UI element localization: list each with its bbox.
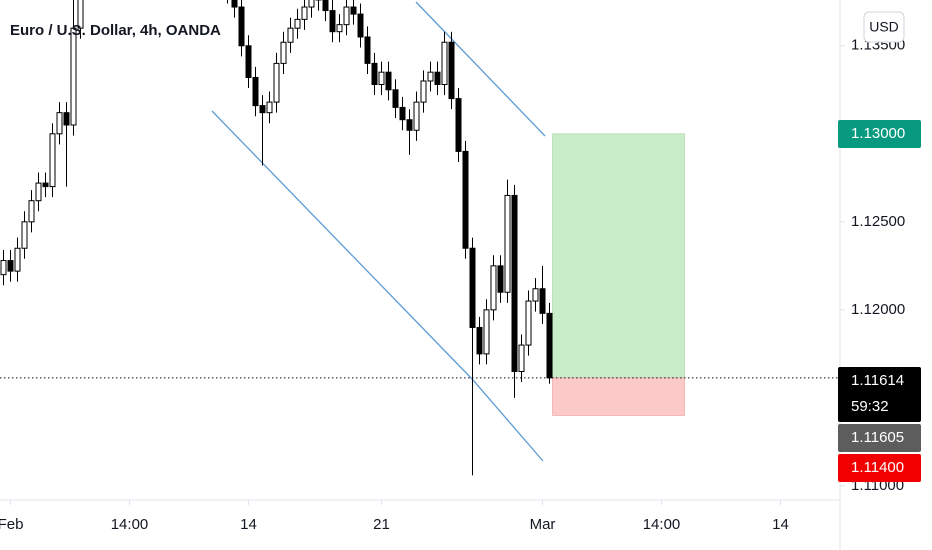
candle-body <box>308 0 315 8</box>
candle-body <box>434 71 441 86</box>
candle-body <box>455 98 462 152</box>
x-tick-label: 14 <box>772 516 789 533</box>
candle-body <box>245 45 252 78</box>
candle-body <box>350 6 357 15</box>
candle-body <box>14 247 21 272</box>
candle-body <box>546 312 553 379</box>
candle-body <box>273 62 280 103</box>
candle-body <box>490 265 497 311</box>
candle-body <box>336 24 343 33</box>
x-tick-label: 21 <box>373 516 390 533</box>
candle-body <box>399 106 406 121</box>
candle-body <box>497 265 504 293</box>
plot-area <box>0 0 840 476</box>
candle-body <box>539 288 546 314</box>
price-badge-label: 1.13000 <box>851 125 905 142</box>
candle-body <box>406 119 413 131</box>
price-badge-label: 1.11614 <box>851 372 904 389</box>
candle-body <box>63 112 70 126</box>
x-tick-label: Mar <box>530 516 556 533</box>
price-badge <box>838 454 921 482</box>
candle-body <box>378 71 385 86</box>
price-badge <box>838 120 921 148</box>
currency-button[interactable] <box>863 11 905 43</box>
candle-body <box>259 105 266 114</box>
candle-body <box>322 0 329 12</box>
price-badges: 1.13000 1.11614 59:32 1.11605 1.11400 <box>838 120 921 482</box>
candle-body <box>28 200 35 223</box>
price-badge <box>838 367 921 422</box>
candle-body <box>35 182 42 202</box>
candle-body <box>441 41 448 86</box>
candle-body <box>371 62 378 86</box>
candle-body <box>252 76 259 107</box>
candle-body <box>70 27 77 126</box>
candle-body <box>21 221 28 249</box>
price-badge-label: 1.11605 <box>851 429 904 446</box>
candle-body <box>385 71 392 91</box>
target-zone <box>552 133 685 379</box>
candle-body <box>49 133 56 188</box>
candle-body <box>301 6 308 20</box>
candle-body <box>504 194 511 293</box>
y-tick-label: 1.12500 <box>851 213 905 230</box>
candle-body <box>329 10 336 33</box>
candle-body <box>525 300 532 346</box>
y-tick-label: 1.12000 <box>851 301 905 318</box>
chart-title: Euro / U.S. Dollar, 4h, OANDA <box>10 22 221 39</box>
candle-body <box>266 101 273 114</box>
candle-body <box>532 288 539 302</box>
x-tick-label: 14 <box>240 516 257 533</box>
candle-body <box>357 13 364 38</box>
price-badge-label: 1.11400 <box>851 459 904 476</box>
candle-body <box>392 89 399 108</box>
candle-body <box>518 344 525 372</box>
channel-line <box>415 1 546 137</box>
candle-body <box>364 36 371 64</box>
channel-line <box>211 110 474 381</box>
x-tick-label: Feb <box>0 516 23 533</box>
price-badge <box>838 424 921 452</box>
x-tick-label: 14:00 <box>643 516 681 533</box>
candle-body <box>469 247 476 328</box>
candle-body <box>294 18 301 29</box>
candle-body <box>483 309 490 355</box>
candle-body <box>413 101 420 131</box>
currency[interactable]: USD <box>869 19 899 35</box>
candle-body <box>42 182 49 188</box>
candle-body <box>0 260 7 276</box>
candle-body <box>231 0 238 8</box>
candle-body <box>462 150 469 249</box>
candle-body <box>511 194 518 372</box>
candle-body <box>287 27 294 43</box>
candle-body <box>476 326 483 355</box>
channel-line <box>472 379 544 462</box>
candle-body <box>77 0 84 29</box>
countdown-label: 59:32 <box>851 398 889 415</box>
candle-body <box>280 41 287 64</box>
x-tick-label: 14:00 <box>111 516 149 533</box>
candle-body <box>7 260 14 272</box>
stop-zone <box>552 377 685 416</box>
candle-body <box>238 6 245 47</box>
candle-body <box>448 41 455 100</box>
candle-body <box>420 80 427 103</box>
candle-body <box>427 71 434 82</box>
candle-body <box>343 6 350 26</box>
candle-body <box>56 112 63 135</box>
